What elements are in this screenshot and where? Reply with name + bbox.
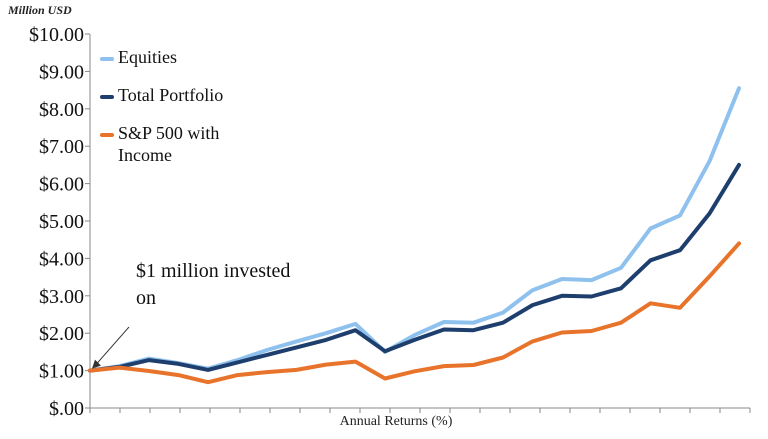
y-tick-label: $5.00 — [39, 211, 84, 233]
y-tick-label: $7.00 — [39, 136, 84, 158]
legend-item-equities: Equities — [100, 46, 310, 68]
y-tick-label: $3.00 — [39, 286, 84, 308]
annotation-arrow-head — [92, 359, 101, 369]
legend-label-equities: Equities — [118, 47, 177, 67]
legend-label-total-portfolio: Total Portfolio — [118, 85, 224, 105]
legend-swatch-total-portfolio — [100, 95, 114, 99]
y-tick-label: $9.00 — [39, 61, 84, 83]
legend-item-total-portfolio: Total Portfolio — [100, 84, 310, 106]
legend: Equities Total Portfolio S&P 500 with In… — [100, 46, 310, 182]
series-line-s-p-500-with-income — [88, 241, 741, 385]
y-tick-label: $2.00 — [39, 323, 84, 345]
y-tick-label: $10.00 — [29, 24, 84, 46]
legend-label-sp500: S&P 500 with Income — [118, 123, 220, 165]
y-axis-tick-labels: $10.00 $9.00 $8.00 $7.00 $6.00 $5.00 $4.00 $3.0… — [29, 24, 84, 420]
chart-series — [88, 86, 741, 385]
legend-swatch-sp500 — [100, 133, 114, 137]
y-tick-label: $1.00 — [39, 361, 84, 383]
y-tick-label: $8.00 — [39, 99, 84, 121]
x-axis-label: Annual Returns (%) — [339, 414, 453, 429]
annotation-arrow-line — [95, 326, 130, 365]
chart-axes — [85, 33, 751, 413]
legend-swatch-equities — [100, 57, 114, 61]
series-line-total-portfolio — [88, 162, 741, 373]
y-tick-label: $.00 — [49, 398, 84, 420]
legend-item-sp500: S&P 500 with Income — [100, 122, 268, 166]
y-tick-label: $6.00 — [39, 174, 84, 196]
y-tick-label: $4.00 — [39, 248, 84, 270]
unit-label: Million USD — [8, 3, 72, 17]
annotation-text: $1 million invested on — [136, 260, 291, 309]
annotation-arrow-group — [92, 326, 130, 369]
